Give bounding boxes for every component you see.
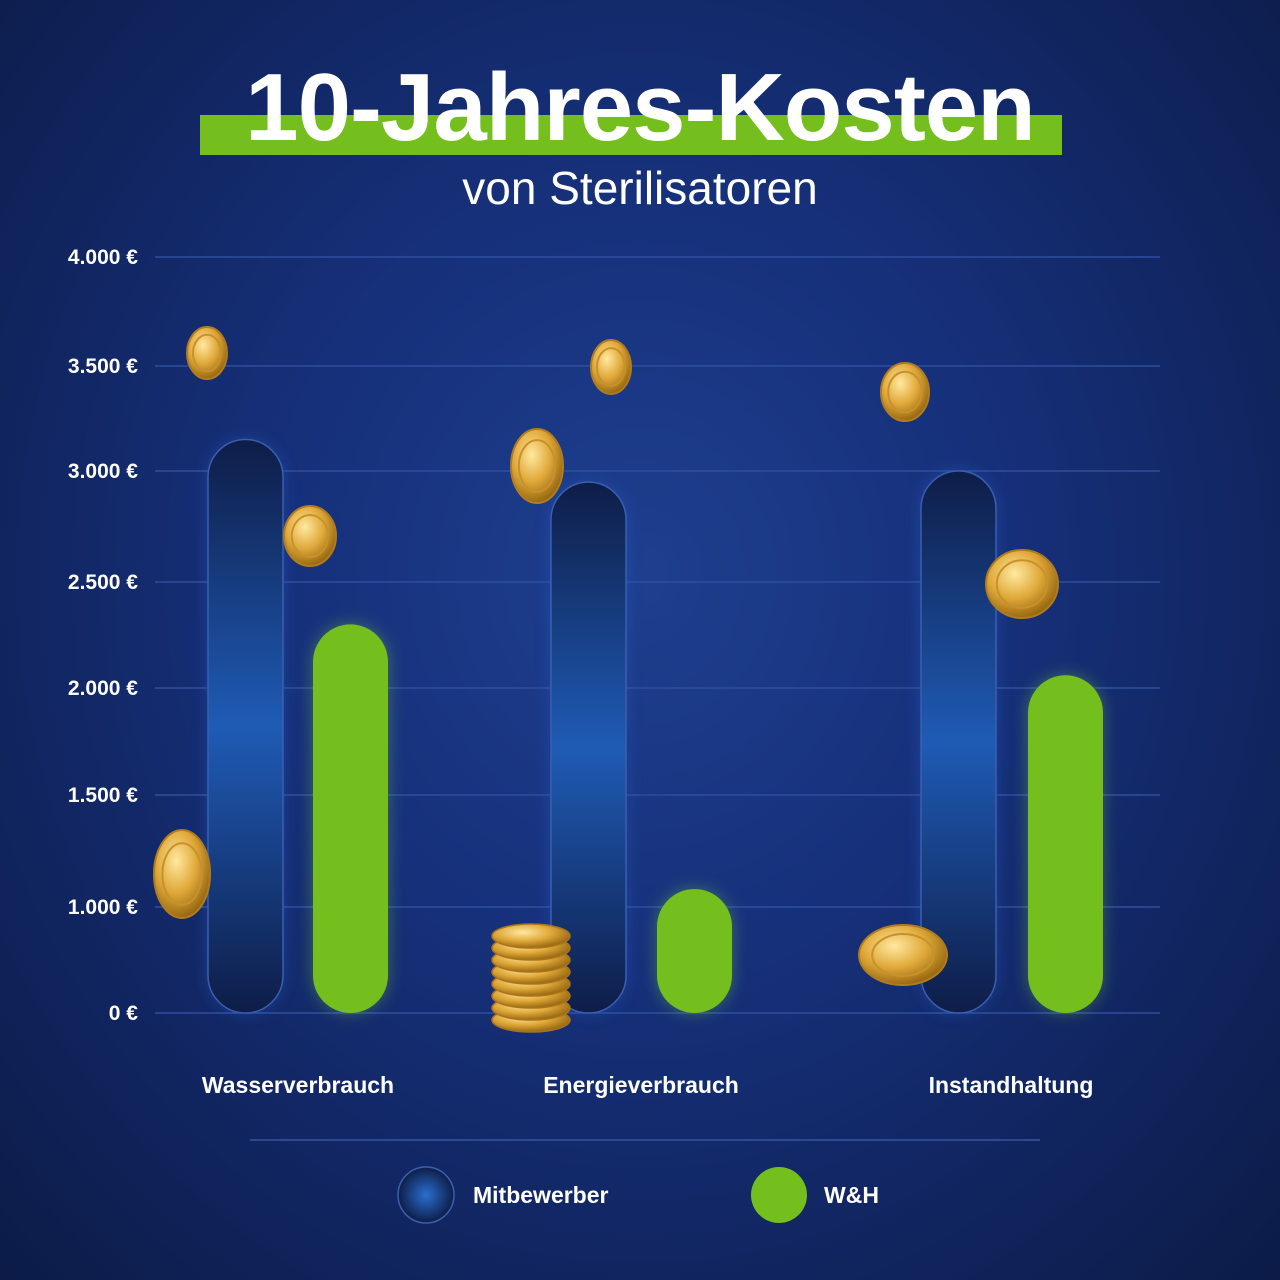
legend-label: W&H xyxy=(824,1182,879,1208)
coin-rim xyxy=(871,933,935,977)
bar-wh-0 xyxy=(313,624,388,1013)
coin-rim xyxy=(517,439,557,493)
x-category-label: Energieverbrauch xyxy=(543,1072,739,1098)
bar-wh-2 xyxy=(1028,675,1103,1013)
coin-rim xyxy=(192,333,222,373)
y-tick-label: 1.500 € xyxy=(68,784,138,807)
y-tick-label: 2.000 € xyxy=(68,677,138,700)
y-tick-label: 2.500 € xyxy=(68,571,138,594)
coin-rim xyxy=(596,347,626,387)
chart-title: 10-Jahres-Kosten xyxy=(245,54,1036,161)
coin-rim xyxy=(995,559,1049,609)
y-tick-label: 1.000 € xyxy=(68,896,138,919)
bar-mitbewerber-1 xyxy=(550,481,627,1014)
bar-mitbewerber-2 xyxy=(920,470,997,1014)
legend-swatch xyxy=(397,1166,455,1224)
coin-rim xyxy=(290,514,330,558)
bar-wh-1 xyxy=(657,889,732,1013)
y-tick-label: 4.000 € xyxy=(68,246,138,269)
coin-stack-icon xyxy=(491,923,571,949)
bar-mitbewerber-0 xyxy=(207,438,284,1014)
x-category-label: Instandhaltung xyxy=(929,1072,1094,1098)
x-category-label: Wasserverbrauch xyxy=(202,1072,394,1098)
title-highlight xyxy=(200,115,1062,155)
coin-rim xyxy=(887,370,923,414)
y-tick-label: 3.000 € xyxy=(68,460,138,483)
title-area: 10-Jahres-Kosten xyxy=(0,60,1280,156)
legend-swatch xyxy=(751,1167,807,1223)
y-tick-label: 3.500 € xyxy=(68,355,138,378)
legend-label: Mitbewerber xyxy=(473,1182,609,1208)
chart-subtitle: von Sterilisatoren xyxy=(462,162,818,214)
y-tick-label: 0 € xyxy=(109,1002,139,1025)
coin-rim xyxy=(161,842,203,906)
